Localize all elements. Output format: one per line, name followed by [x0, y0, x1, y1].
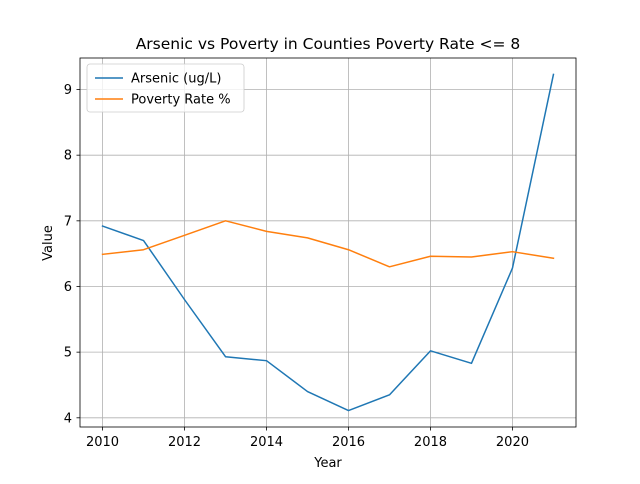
x-axis-label: Year: [313, 456, 342, 471]
data-point: [347, 249, 349, 251]
data-point: [306, 237, 308, 239]
data-point: [101, 253, 103, 255]
series-lines: [101, 73, 555, 412]
legend-box: [86, 63, 245, 113]
data-point: [388, 266, 390, 268]
series-line-poverty-rate: [101, 220, 555, 268]
data-point: [224, 356, 226, 358]
x-tick-label: 2012: [168, 435, 201, 450]
data-point: [265, 230, 267, 232]
data-point: [470, 256, 472, 258]
y-tick-label: 7: [64, 214, 72, 229]
y-tick-label: 6: [64, 280, 72, 295]
grid-lines: [80, 58, 576, 427]
data-point: [552, 73, 554, 75]
legend-label: Arsenic (ug/L): [131, 72, 221, 87]
legend-label: Poverty Rate %: [131, 93, 231, 108]
data-point: [347, 409, 349, 411]
data-point: [429, 350, 431, 352]
data-point: [183, 298, 185, 300]
y-tick-label: 5: [64, 346, 72, 361]
data-point: [142, 249, 144, 251]
x-tick-label: 2010: [86, 435, 119, 450]
data-point: [429, 255, 431, 257]
y-tick-label: 9: [64, 83, 72, 98]
data-point: [224, 220, 226, 222]
chart-title: Arsenic vs Poverty in Counties Poverty R…: [136, 35, 521, 53]
data-point: [470, 362, 472, 364]
legend: Arsenic (ug/L) Poverty Rate %: [86, 63, 245, 113]
data-point: [101, 225, 103, 227]
y-tick-label: 4: [64, 411, 72, 426]
x-tick-label: 2016: [332, 435, 365, 450]
data-point: [388, 394, 390, 396]
data-point: [552, 257, 554, 259]
x-tick-label: 2014: [250, 435, 283, 450]
y-tick-label: 8: [64, 149, 72, 164]
data-point: [265, 359, 267, 361]
series-line-arsenic: [101, 73, 555, 412]
plot-frame: [79, 57, 577, 428]
x-tick-label: 2020: [496, 435, 529, 450]
data-point: [306, 390, 308, 392]
data-point: [511, 267, 513, 269]
axes: 2010 2012 2014 2016 2018 2020 4 5 6 7 8 9: [64, 57, 577, 450]
data-point: [142, 239, 144, 241]
x-tick-label: 2018: [414, 435, 447, 450]
data-point: [183, 234, 185, 236]
data-point: [511, 250, 513, 252]
y-axis-label: Value: [41, 225, 56, 261]
